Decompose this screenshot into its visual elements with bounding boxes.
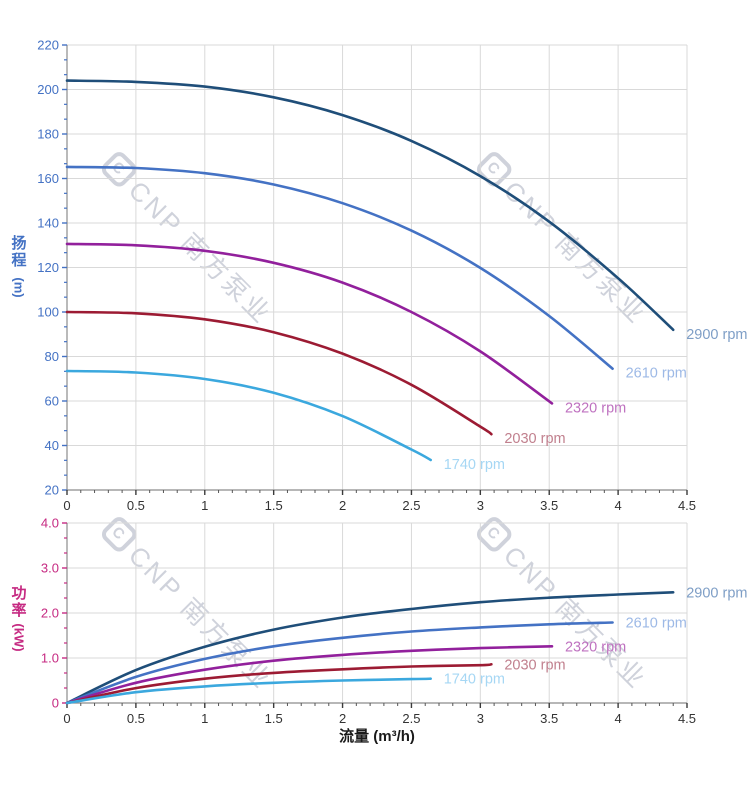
curve-label-2320-rpm: 2320 rpm [565, 400, 626, 416]
y-tick-label: 0 [52, 696, 59, 711]
x-tick-label: 1.5 [265, 498, 283, 513]
y-tick-label: 40 [45, 438, 59, 453]
curve-1740-rpm [65, 677, 432, 705]
flow-axis-title: 流量 (m³/h) [339, 728, 415, 745]
curve-2320-rpm [65, 242, 554, 405]
curve-label-2030-rpm: 2030 rpm [504, 657, 565, 673]
curve-label-1740-rpm: 1740 rpm [444, 672, 505, 688]
y-tick-label: 3.0 [41, 561, 59, 576]
x-tick-label: 3.5 [540, 498, 558, 513]
y-tick-label: 1.0 [41, 651, 59, 666]
y-tick-label: 180 [37, 127, 59, 142]
head-axis-title-char: 程 [11, 252, 27, 269]
curve-2610-rpm [65, 165, 614, 370]
x-tick-label: 2 [339, 711, 346, 726]
curve-2030-rpm [65, 663, 493, 705]
x-tick-label: 4.5 [678, 711, 696, 726]
curve-1740-rpm [65, 369, 432, 462]
y-tick-label: 120 [37, 260, 59, 275]
x-tick-label: 0 [63, 711, 70, 726]
head-axis-title-char: 扬 [11, 235, 27, 252]
curve-label-2610-rpm: 2610 rpm [626, 615, 687, 631]
head-axis-unit: (m) [11, 277, 27, 298]
power-vs-flow-chart: 4.0 3.0 2.0 1.0 00 0.5 1 1.5 2 2.5 3 3.5 4 4.5 2900 rp… [41, 516, 748, 727]
x-tick-label: 0.5 [127, 498, 145, 513]
x-tick-label: 2.5 [402, 711, 420, 726]
curve-2610-rpm [65, 621, 614, 705]
y-tick-label: 140 [37, 216, 59, 231]
curve-label-2030-rpm: 2030 rpm [504, 431, 565, 447]
curve-2030-rpm [65, 310, 493, 436]
curve-label-1740-rpm: 1740 rpm [444, 457, 505, 473]
curve-label-2900-rpm: 2900 rpm [686, 327, 747, 343]
y-tick-label: 60 [45, 394, 59, 409]
power-axis-title-char: 率 [11, 602, 27, 619]
y-tick-label: 160 [37, 171, 59, 186]
curve-label-2320-rpm: 2320 rpm [565, 639, 626, 655]
y-tick-label: 2.0 [41, 606, 59, 621]
x-tick-label: 0.5 [127, 711, 145, 726]
y-tick-label: 20 [45, 483, 59, 498]
power-axis-unit: (kW) [11, 623, 27, 652]
x-tick-label: 1 [201, 498, 208, 513]
y-tick-label: 220 [37, 38, 59, 53]
curve-2320-rpm [65, 645, 554, 705]
power-axis-title: 功 率 (kW) [7, 585, 31, 652]
x-tick-label: 1 [201, 711, 208, 726]
curve-label-2610-rpm: 2610 rpm [626, 366, 687, 382]
y-tick-label: 200 [37, 82, 59, 97]
x-tick-label: 3.5 [540, 711, 558, 726]
power-axis-title-char: 功 [11, 585, 27, 602]
curve-label-2900-rpm: 2900 rpm [686, 585, 747, 601]
x-tick-label: 2 [339, 498, 346, 513]
curve-2900-rpm [65, 79, 675, 332]
x-tick-label: 1.5 [265, 711, 283, 726]
curve-2900-rpm [65, 591, 675, 705]
x-tick-label: 4 [614, 498, 621, 513]
y-tick-label: 4.0 [41, 516, 59, 531]
head-axis-title: 扬 程 (m) [7, 235, 31, 298]
y-tick-label: 100 [37, 305, 59, 320]
x-tick-label: 2.5 [402, 498, 420, 513]
x-tick-label: 4 [614, 711, 621, 726]
y-tick-label: 80 [45, 349, 59, 364]
x-tick-label: 3 [477, 711, 484, 726]
x-tick-label: 3 [477, 498, 484, 513]
x-tick-label: 0 [63, 498, 70, 513]
x-tick-label: 4.5 [678, 498, 696, 513]
